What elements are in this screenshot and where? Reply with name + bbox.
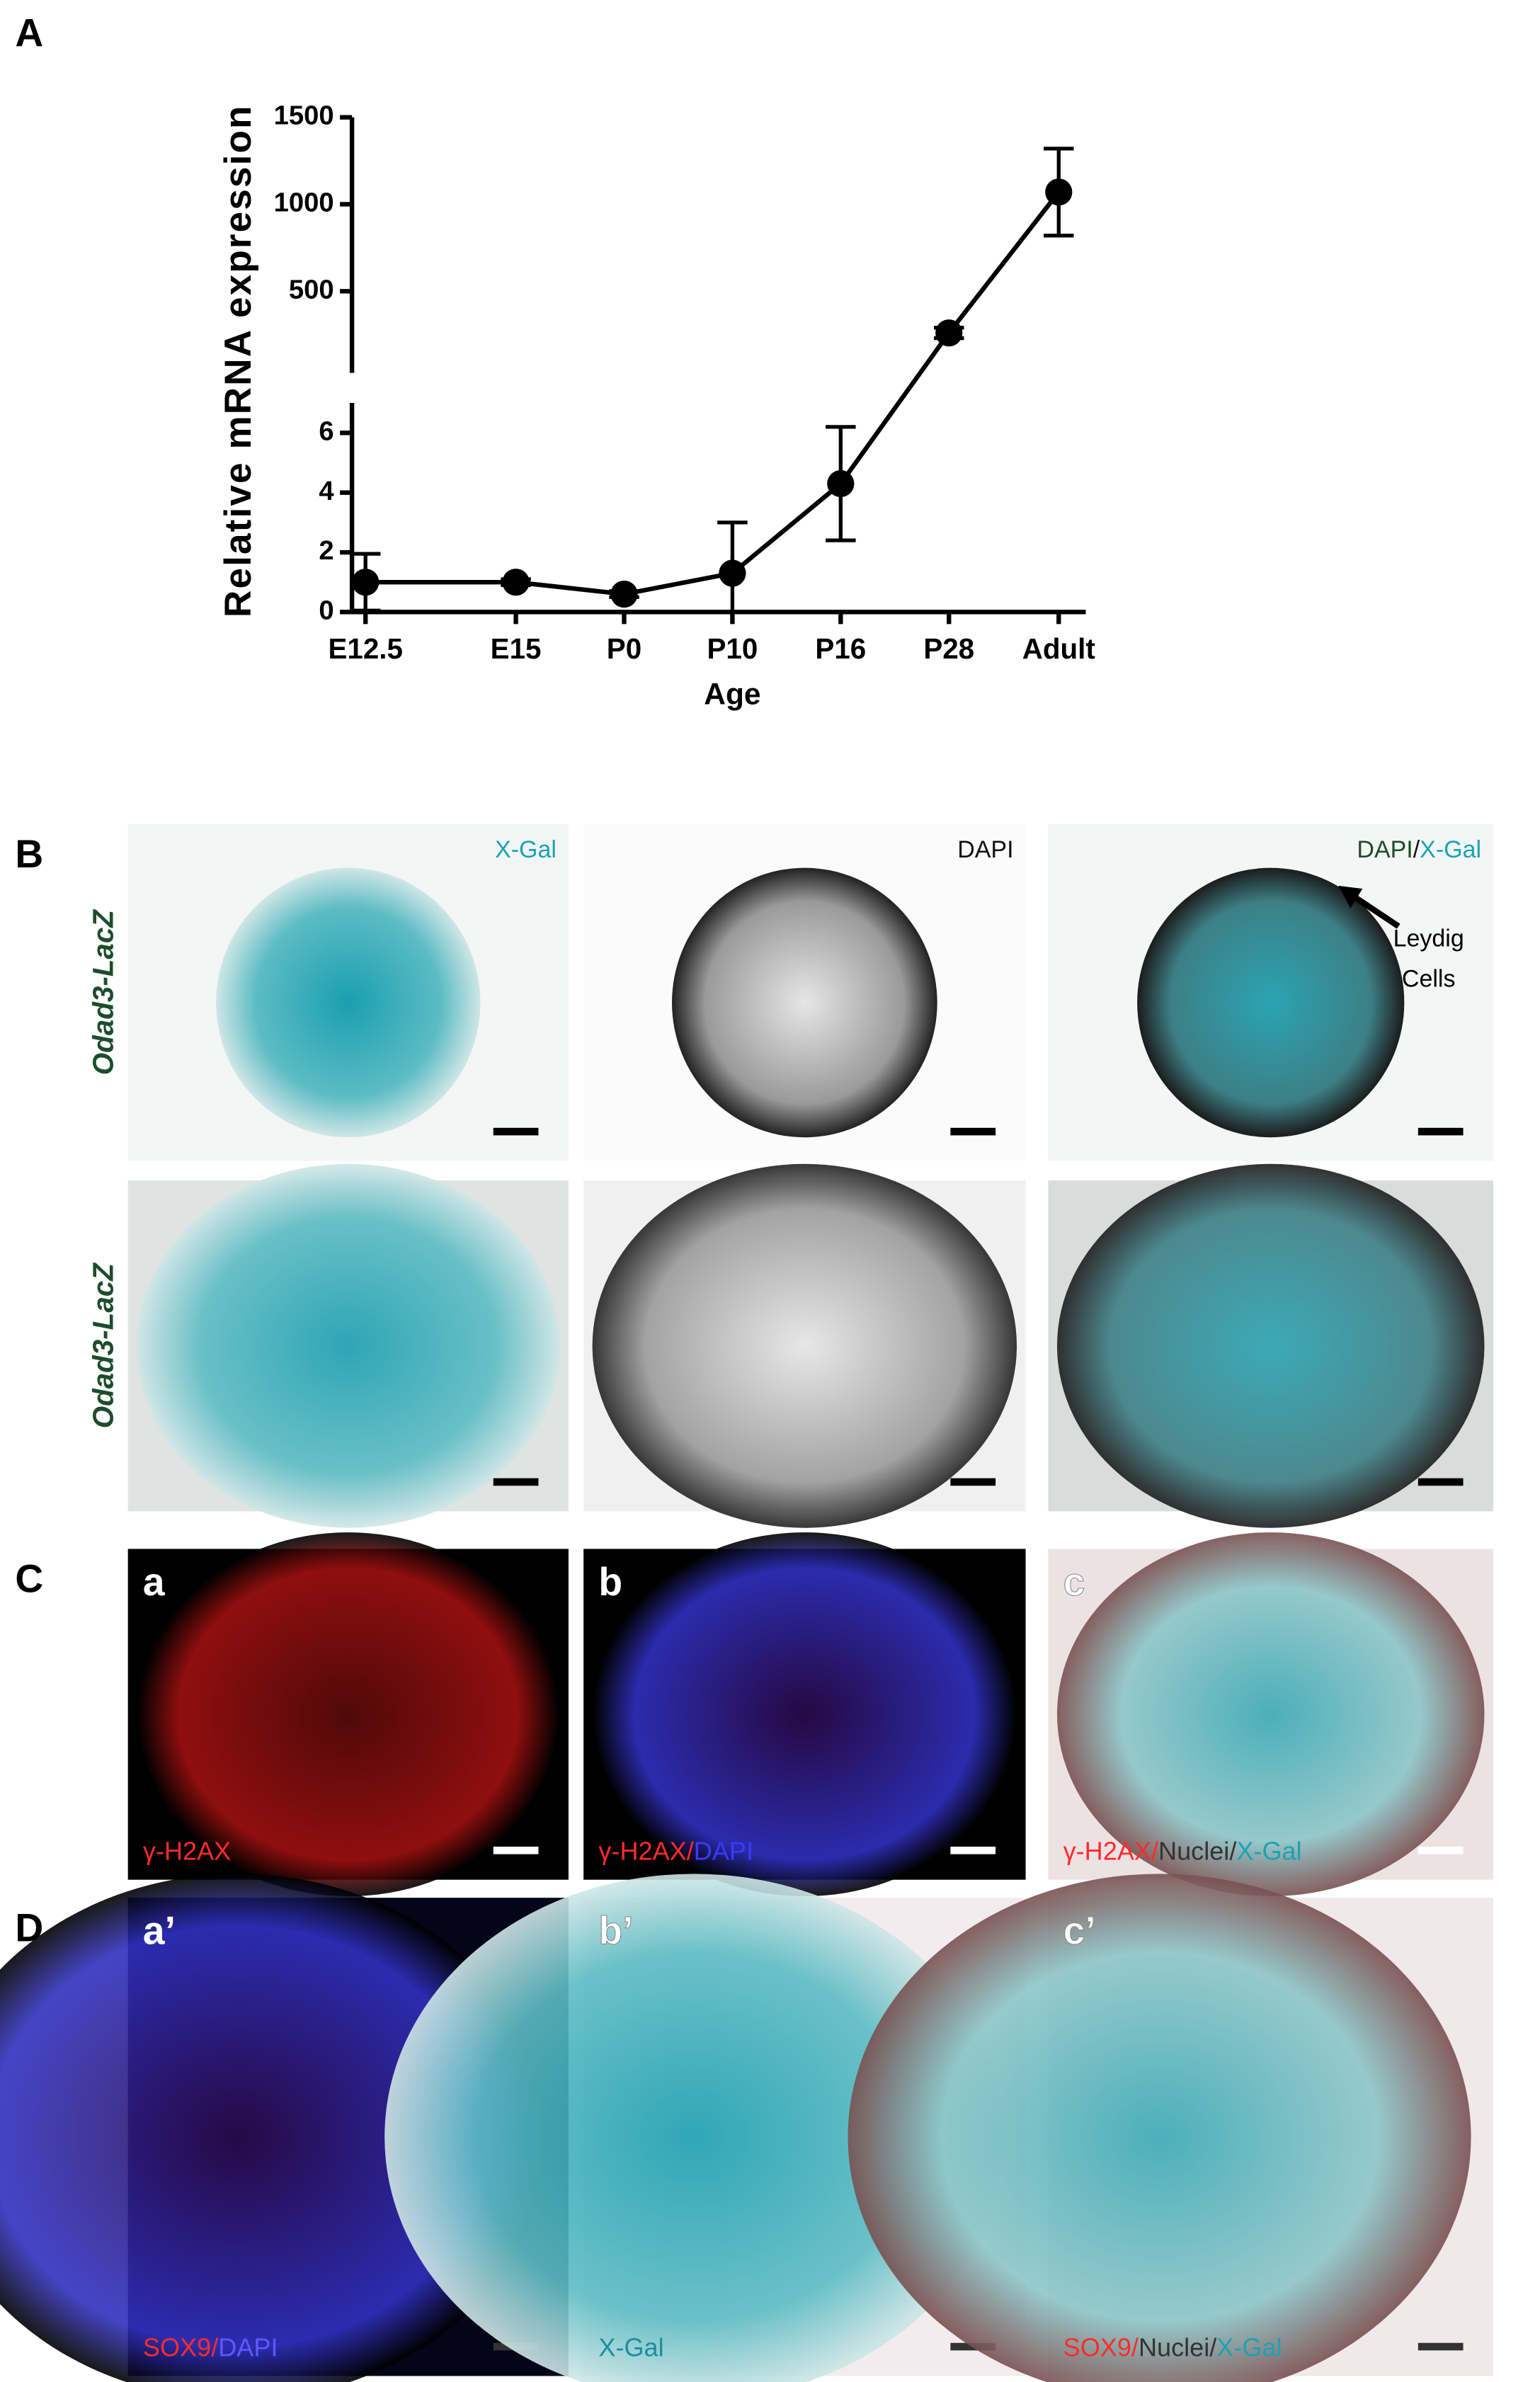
image-caption: DAPI/X-Gal xyxy=(1357,836,1481,863)
caption-part: X-Gal xyxy=(495,836,557,863)
scale-bar xyxy=(950,1478,996,1486)
image-caption: DAPI xyxy=(957,836,1013,863)
y-tick-label: 1000 xyxy=(274,188,334,218)
scale-bar xyxy=(1418,1846,1464,1854)
caption-part: DAPI xyxy=(1357,836,1413,863)
caption-part: DAPI xyxy=(957,836,1013,863)
caption-part: / xyxy=(1209,2332,1217,2361)
tissue xyxy=(1056,1163,1485,1528)
y-tick-label: 2 xyxy=(319,535,333,566)
x-tick-label: E12.5 xyxy=(328,632,402,665)
scale-bar xyxy=(493,1846,539,1854)
image-caption: γ-H2AX/Nuclei/X-Gal xyxy=(1063,1836,1302,1865)
caption-part: X-Gal xyxy=(1420,836,1481,863)
caption-part: SOX9 xyxy=(1063,2332,1131,2361)
image-caption: X-Gal xyxy=(495,836,557,863)
panel-label: B xyxy=(15,832,43,876)
annotation: Cells xyxy=(1402,966,1456,993)
y-tick-label: 500 xyxy=(289,274,334,304)
x-tick-label: P0 xyxy=(607,632,641,665)
data-point xyxy=(502,569,530,596)
panel-label: A xyxy=(15,11,43,55)
scale-bar xyxy=(1418,2342,1464,2351)
x-tick-label: P10 xyxy=(707,632,758,665)
y-tick-label: 0 xyxy=(319,595,333,625)
scale-bar xyxy=(1418,1478,1464,1486)
side-label: Odad3-LacZ xyxy=(86,1263,119,1428)
tissue xyxy=(216,867,481,1138)
tissue xyxy=(1056,1532,1485,1897)
tissue xyxy=(672,867,937,1138)
tissue xyxy=(848,1874,1471,2382)
caption-part: γ-H2AX xyxy=(143,1836,231,1865)
image-letter: b xyxy=(598,1560,622,1604)
tissue xyxy=(592,1163,1017,1528)
data-point xyxy=(1045,178,1073,206)
caption-part: X-Gal xyxy=(598,2332,663,2361)
caption-part: / xyxy=(1229,1836,1237,1865)
data-point xyxy=(827,469,855,498)
caption-part: / xyxy=(1131,2332,1139,2361)
image-letter: a xyxy=(143,1560,166,1604)
caption-part: Nuclei xyxy=(1139,2332,1209,2361)
caption-part: / xyxy=(211,2332,219,2361)
caption-part: Nuclei xyxy=(1158,1836,1229,1865)
caption-part: / xyxy=(1151,1836,1159,1865)
caption-part: / xyxy=(687,1836,695,1865)
tissue xyxy=(0,1874,547,2382)
scale-bar xyxy=(950,1127,996,1136)
scale-bar xyxy=(950,1846,996,1854)
data-line xyxy=(365,190,1061,597)
image-letter: a’ xyxy=(143,1909,176,1953)
tissue xyxy=(592,1532,1017,1897)
data-point xyxy=(610,580,638,608)
y-axis-title: Relative mRNA expression xyxy=(217,104,259,617)
x-tick-label: P28 xyxy=(923,632,974,665)
panel-label: C xyxy=(15,1557,43,1601)
image-letter: c’ xyxy=(1063,1909,1096,1953)
data-point xyxy=(352,569,380,596)
data-point xyxy=(719,559,746,587)
image-caption: SOX9/DAPI xyxy=(143,2332,278,2361)
x-tick-label: P16 xyxy=(815,632,866,665)
image-letter: c xyxy=(1063,1560,1085,1604)
y-tick-label: 1500 xyxy=(274,101,334,131)
image-caption: γ-H2AX/DAPI xyxy=(598,1836,753,1865)
image-caption: SOX9/Nuclei/X-Gal xyxy=(1063,2332,1282,2361)
tissue xyxy=(384,1874,1004,2382)
image-caption: γ-H2AX xyxy=(143,1836,231,1865)
tissue xyxy=(137,1163,560,1528)
image-letter: b’ xyxy=(598,1909,633,1953)
x-axis-title: Age xyxy=(704,678,760,711)
x-tick-label: E15 xyxy=(491,632,542,665)
caption-part: X-Gal xyxy=(1216,2332,1282,2361)
scale-bar xyxy=(493,1127,539,1136)
y-tick-label: 4 xyxy=(319,476,334,506)
caption-part: γ-H2AX xyxy=(1063,1836,1151,1865)
annotation: Leydig xyxy=(1393,925,1464,952)
tissue xyxy=(1137,867,1405,1138)
caption-part: X-Gal xyxy=(1236,1836,1301,1865)
y-tick-label: 6 xyxy=(319,416,333,446)
x-tick-label: Adult xyxy=(1022,632,1095,665)
arrow-head xyxy=(1338,885,1363,908)
caption-part: γ-H2AX xyxy=(598,1836,686,1865)
scale-bar xyxy=(493,1478,539,1486)
caption-part: / xyxy=(1413,836,1420,863)
caption-part: DAPI xyxy=(694,1836,753,1865)
caption-part: SOX9 xyxy=(143,2332,211,2361)
scale-bar xyxy=(1418,1127,1464,1136)
side-label: Odad3-LacZ xyxy=(86,909,119,1075)
arrow xyxy=(1352,894,1401,929)
data-point xyxy=(935,319,963,347)
image-caption: X-Gal xyxy=(598,2332,663,2361)
caption-part: DAPI xyxy=(218,2332,278,2361)
tissue xyxy=(137,1532,560,1897)
